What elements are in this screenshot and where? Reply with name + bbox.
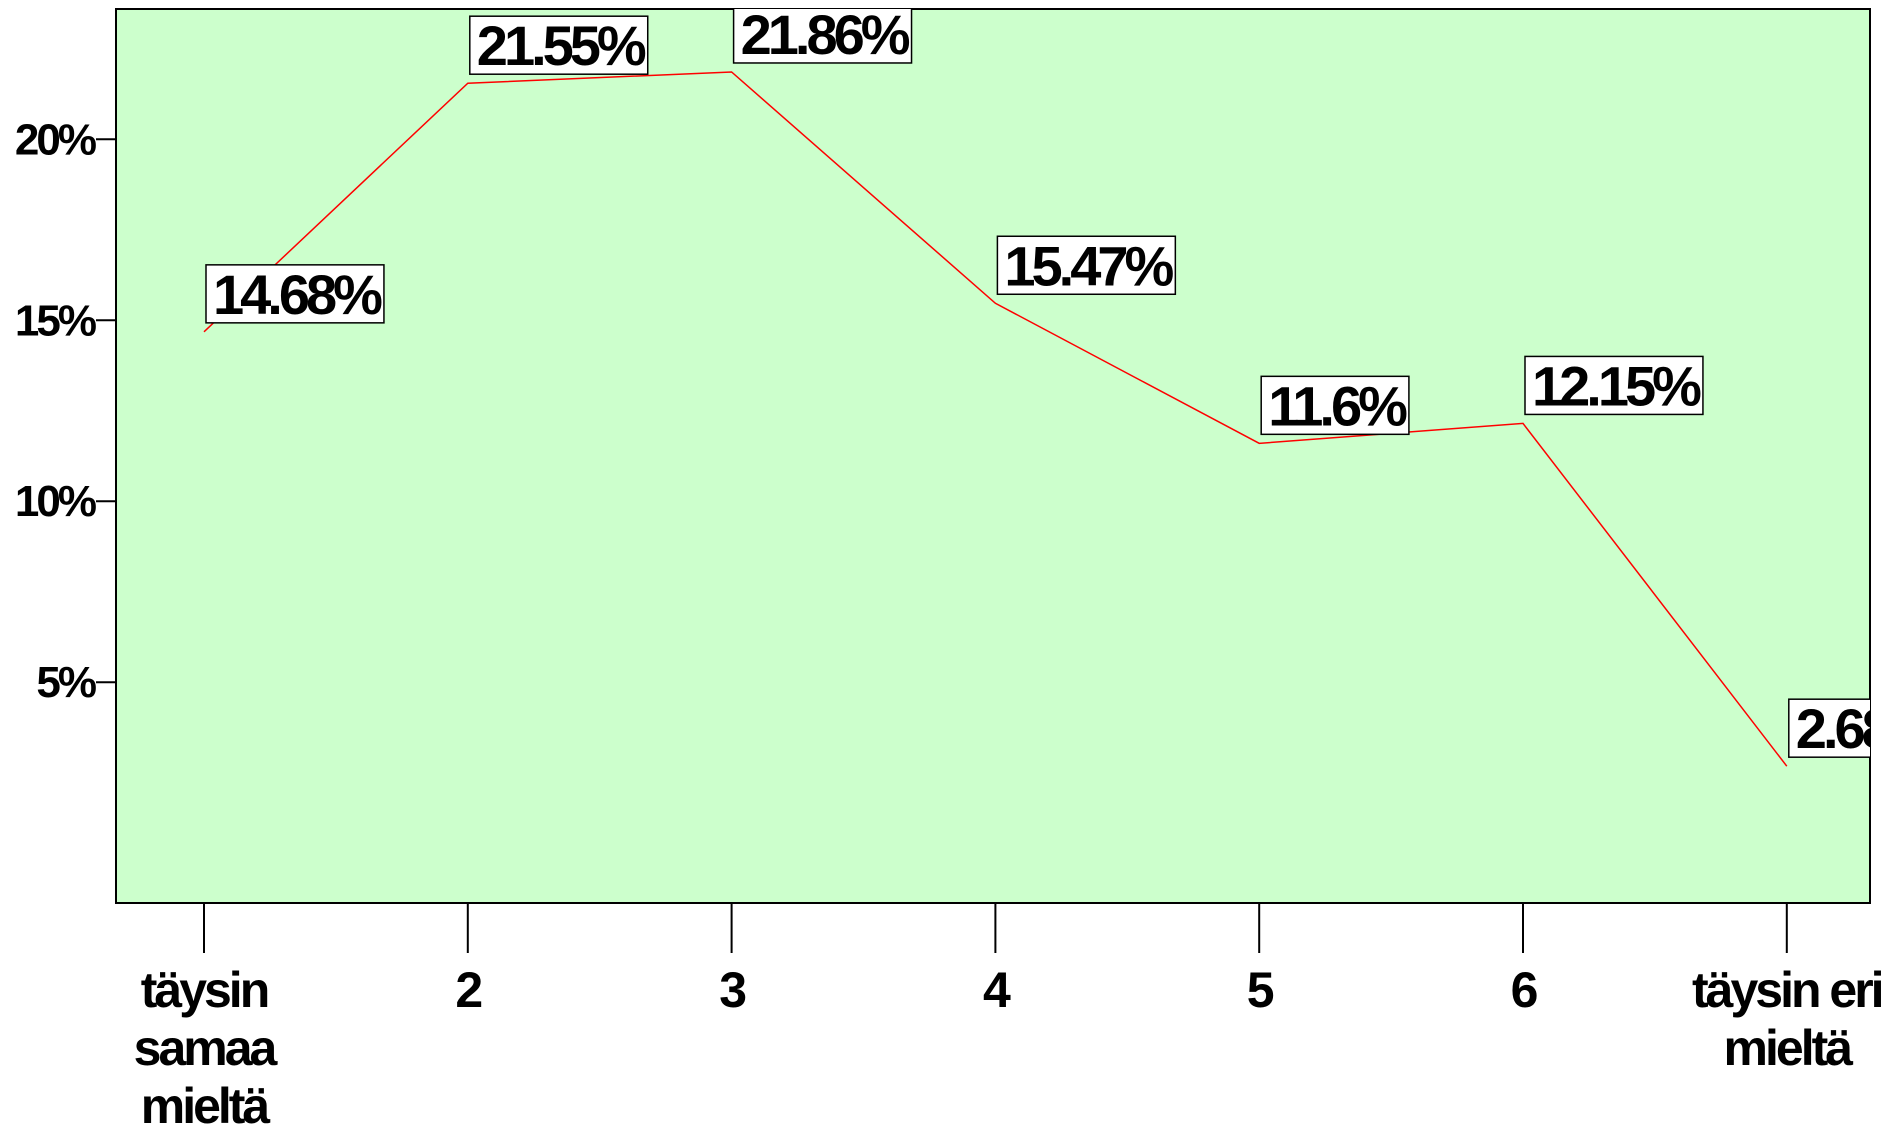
data-label-box	[469, 15, 649, 75]
data-label: 12.15%	[1524, 354, 1705, 417]
data-label: 11.6%	[1260, 374, 1411, 437]
data-label-text: 2.68%	[1796, 697, 1888, 760]
x-tick-label: 4	[983, 962, 1011, 1018]
x-tick-label-line: samaa	[134, 1020, 279, 1076]
plot-area	[115, 8, 1871, 904]
x-tick-label-line: mieltä	[1724, 1020, 1854, 1076]
x-tick-label: 2	[455, 962, 481, 1018]
data-label-box	[1260, 375, 1410, 436]
x-tick-label: 3	[719, 962, 745, 1018]
data-label-box	[732, 9, 913, 64]
data-label: 21.55%	[469, 14, 650, 77]
x-tick-label-line: täysin	[141, 962, 268, 1018]
data-label-text: 12.15%	[1532, 354, 1701, 417]
x-tick-label: täysin samaa mieltä	[134, 962, 279, 1133]
data-labels: 14.68% 21.55% 21.86% 15.47% 11.6% 12.15% 2.68%	[205, 3, 1888, 760]
data-label-box	[1788, 698, 1870, 758]
data-label-text: 21.55%	[477, 14, 646, 77]
x-tick-label-line: 3	[719, 962, 745, 1018]
data-label-text: 21.86%	[741, 3, 910, 66]
data-label: 15.47%	[996, 234, 1178, 297]
x-tick-label-line: 6	[1511, 962, 1537, 1018]
x-tick-label: 5	[1247, 962, 1274, 1018]
data-label-box	[205, 264, 385, 324]
data-label-text: 15.47%	[1004, 234, 1173, 297]
x-tick-label: 6	[1511, 962, 1537, 1018]
data-label: 14.68%	[205, 263, 386, 326]
y-tick-label: 20%	[15, 115, 96, 164]
x-tick-label-line: 5	[1247, 962, 1274, 1018]
data-label-text: 14.68%	[213, 263, 382, 326]
series-line	[203, 71, 1788, 767]
data-label-text: 11.6%	[1268, 374, 1407, 437]
y-tick-label: 10%	[15, 477, 96, 526]
data-label-box	[1524, 355, 1704, 416]
data-label-box	[996, 235, 1177, 296]
x-tick-label-line: mieltä	[141, 1078, 271, 1133]
data-label: 21.86%	[732, 3, 914, 66]
x-tick-label-line: 2	[455, 962, 481, 1018]
x-tick-label-line: täysin eri	[1692, 962, 1882, 1018]
x-tick-label-line: 4	[983, 962, 1011, 1018]
y-tick-label: 15%	[15, 296, 96, 345]
y-tick-label: 5%	[36, 658, 95, 707]
x-tick-label: täysin eri mieltä	[1692, 962, 1882, 1076]
data-label: 2.68%	[1788, 697, 1888, 760]
y-axis: 5% 10% 15% 20%	[15, 115, 116, 707]
